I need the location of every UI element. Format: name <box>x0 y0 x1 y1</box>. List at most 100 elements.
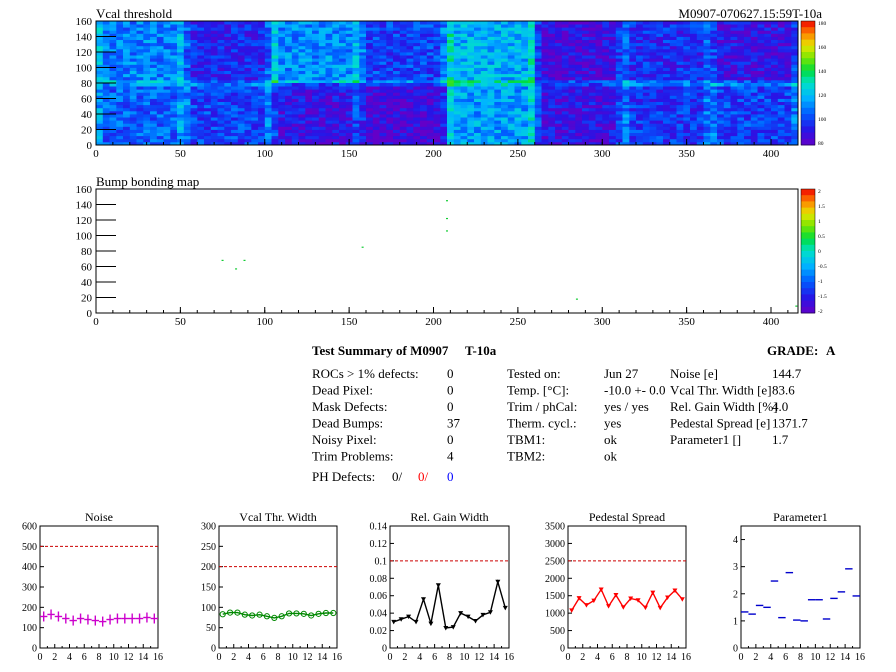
heatmap-cell <box>480 52 488 56</box>
summary-row-value: 4.0 <box>772 399 788 414</box>
heatmap-cell <box>204 98 212 102</box>
heatmap-cell <box>460 55 468 59</box>
heatmap-cell <box>791 36 799 40</box>
heatmap-cell <box>669 21 677 25</box>
heatmap-cell <box>487 64 495 68</box>
heatmap-cell <box>649 86 657 90</box>
heatmap-cell <box>96 92 104 96</box>
heatmap-cell <box>534 48 542 53</box>
heatmap-cell <box>298 52 306 56</box>
heatmap-cell <box>696 132 704 137</box>
heatmap-cell <box>730 123 738 127</box>
heatmap-cell <box>170 70 178 75</box>
heatmap-cell <box>332 132 340 137</box>
heatmap-cell <box>312 36 320 40</box>
heatmap-cell <box>366 39 374 44</box>
heatmap-cell <box>413 39 421 44</box>
heatmap-cell <box>480 48 488 53</box>
heatmap-cell <box>224 135 232 140</box>
heatmap-cell <box>143 61 151 65</box>
heatmap-cell <box>609 107 617 112</box>
heatmap-cell <box>116 33 124 37</box>
heatmap-cell <box>487 27 495 31</box>
heatmap-cell <box>453 114 461 118</box>
heatmap-cell <box>116 92 124 96</box>
heatmap-cell <box>298 135 306 140</box>
heatmap-cell <box>501 42 509 47</box>
heatmap-cell <box>190 42 198 47</box>
heatmap-cell <box>642 83 650 87</box>
heatmap-cell <box>683 61 691 65</box>
heatmap-cell <box>285 79 293 84</box>
heatmap-cell <box>453 98 461 102</box>
heatmap-cell <box>575 129 583 133</box>
heatmap-cell <box>170 110 178 115</box>
heatmap-cell <box>102 135 110 140</box>
heatmap-cell <box>231 36 239 40</box>
map2-palette-swatch <box>801 232 815 239</box>
heatmap-cell <box>318 86 326 90</box>
heatmap-cell <box>507 126 515 130</box>
heatmap-cell <box>345 114 353 118</box>
bump-point <box>243 259 246 261</box>
heatmap-cell <box>399 79 407 84</box>
heatmap-cell <box>622 70 630 75</box>
heatmap-cell <box>372 79 380 84</box>
heatmap-cell <box>440 89 448 93</box>
heatmap-cell <box>339 67 347 71</box>
heatmap-cell <box>663 76 671 81</box>
heatmap-cell <box>379 117 387 121</box>
heatmap-cell <box>568 129 576 133</box>
heatmap-cell <box>521 110 529 115</box>
heatmap-cell <box>318 52 326 56</box>
heatmap-cell <box>163 70 171 75</box>
heatmap-cell <box>366 73 374 78</box>
heatmap-cell <box>204 55 212 59</box>
heatmap-cell <box>150 39 158 44</box>
heatmap-cell <box>123 73 131 78</box>
mini-x-tick-label: 14 <box>138 652 148 663</box>
heatmap-cell <box>467 64 475 68</box>
heatmap-cell <box>231 107 239 112</box>
heatmap-cell <box>730 104 738 109</box>
mini-x-tick-label: 2 <box>402 652 407 663</box>
heatmap-cell <box>123 132 131 137</box>
heatmap-cell <box>588 86 596 90</box>
heatmap-cell <box>555 48 563 53</box>
heatmap-cell <box>379 39 387 44</box>
heatmap-cell <box>150 132 158 137</box>
heatmap-cell <box>602 83 610 87</box>
mini-point <box>598 587 604 592</box>
heatmap-cell <box>460 70 468 75</box>
heatmap-cell <box>244 55 252 59</box>
heatmap-cell <box>352 120 360 124</box>
heatmap-cell <box>298 24 306 28</box>
heatmap-cell <box>339 58 347 62</box>
heatmap-cell <box>251 45 259 50</box>
heatmap-cell <box>737 27 745 31</box>
heatmap-cell <box>143 123 151 127</box>
heatmap-cell <box>771 101 779 106</box>
heatmap-cell <box>663 52 671 56</box>
heatmap-cell <box>460 129 468 133</box>
heatmap-cell <box>116 123 124 127</box>
heatmap-cell <box>420 48 428 53</box>
heatmap-cell <box>150 61 158 65</box>
heatmap-cell <box>204 73 212 78</box>
map2-y-tick-label: 0 <box>87 308 93 320</box>
heatmap-cell <box>244 67 252 71</box>
heatmap-cell <box>501 83 509 87</box>
heatmap-cell <box>771 76 779 81</box>
map2-palette-swatch <box>801 189 815 196</box>
heatmap-cell <box>656 83 664 87</box>
heatmap-cell <box>730 76 738 81</box>
heatmap-cell <box>163 55 171 59</box>
heatmap-cell <box>757 27 765 31</box>
heatmap-cell <box>204 42 212 47</box>
heatmap-cell <box>730 39 738 44</box>
heatmap-cell <box>244 92 252 96</box>
heatmap-cell <box>764 70 772 75</box>
heatmap-cell <box>690 39 698 44</box>
heatmap-cell <box>730 114 738 118</box>
heatmap-cell <box>548 126 556 130</box>
